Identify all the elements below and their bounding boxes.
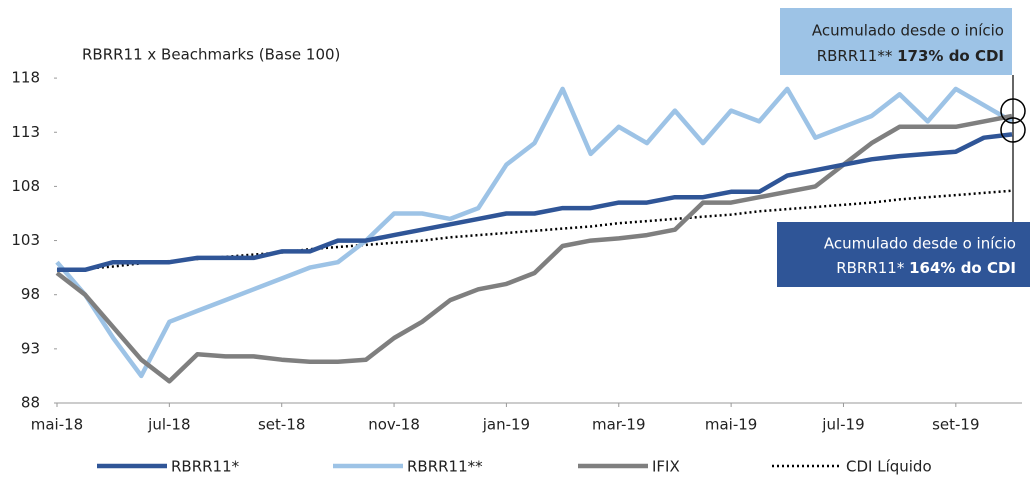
x-tick-label: jan-19 [482,416,530,434]
annotation-text: RBRR11** 173% do CDI [817,47,1004,65]
x-tick-label: jul-18 [147,416,190,434]
legend-label: CDI Líquido [846,458,932,476]
annotation-bold: 164% do CDI [909,259,1016,277]
y-tick-label: 113 [11,123,40,141]
annotation-text: RBRR11* 164% do CDI [836,259,1016,277]
x-tick-label: mai-18 [31,416,83,434]
x-tick-label: jul-19 [821,416,864,434]
annotation-box [777,222,1030,287]
x-tick-label: nov-18 [368,416,420,434]
y-tick-label: 118 [11,69,40,87]
annotation-text: Acumulado desde o início [812,22,1004,40]
x-tick-label: mai-19 [705,416,757,434]
y-tick-label: 93 [21,339,40,357]
series-line [57,132,1013,273]
annotation-text: Acumulado desde o início [824,235,1016,253]
legend-label: RBRR11** [407,458,483,476]
annotation-prefix: RBRR11** [817,47,893,65]
series-line [55,86,1014,379]
annotation-box [780,8,1012,75]
series-line [55,113,1013,384]
y-tick-label: 98 [21,285,40,303]
annotation-bold: 173% do CDI [897,47,1004,65]
x-tick-label: set-18 [258,416,305,434]
x-tick-label: mar-19 [592,416,646,434]
y-tick-label: 108 [11,177,40,195]
legend-label: RBRR11* [171,458,240,476]
y-tick-label: 88 [21,394,40,412]
x-tick-label: set-19 [932,416,979,434]
y-tick-label: 103 [11,231,40,249]
legend-label: IFIX [652,458,680,476]
chart-title: RBRR11 x Beachmarks (Base 100) [82,46,340,64]
annotation-prefix: RBRR11* [836,259,905,277]
